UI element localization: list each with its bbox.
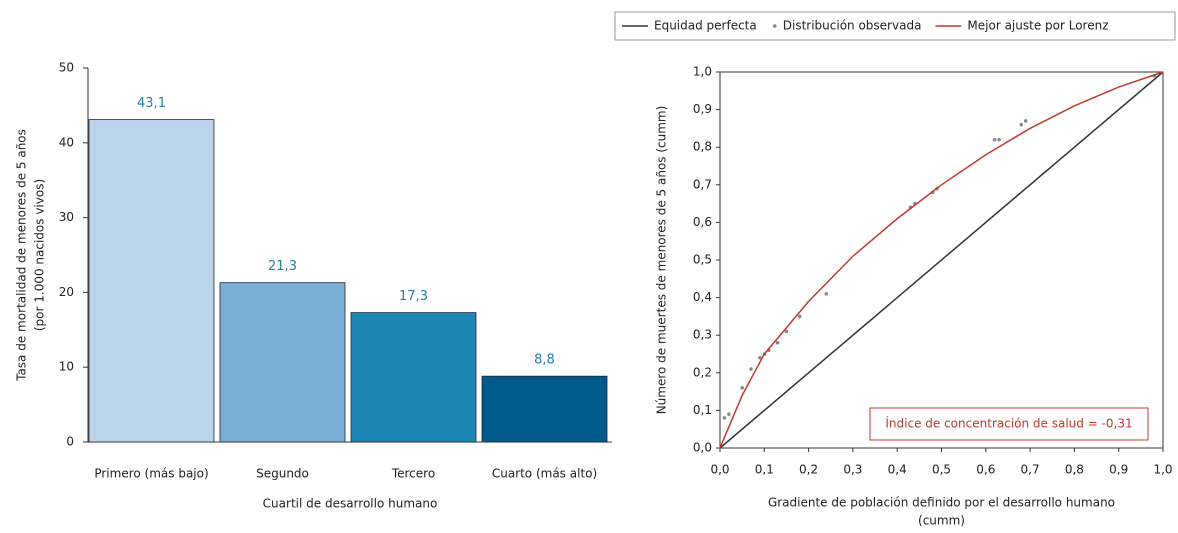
- x-tick-label: 0,3: [843, 463, 862, 477]
- bar: [350, 312, 477, 443]
- y-tick-label: 0,1: [693, 403, 712, 417]
- value-label: 43,1: [137, 96, 166, 111]
- y-tick-label: 0,3: [693, 328, 712, 342]
- y-tick-label: 0,8: [693, 140, 712, 154]
- x-tick-label: 0,9: [1109, 463, 1128, 477]
- data-point: [1023, 119, 1028, 123]
- x-tick-label: 1,0: [1153, 463, 1172, 477]
- legend-label: Equidad perfecta: [654, 19, 757, 33]
- x-tick-label: 0,0: [710, 463, 729, 477]
- legend: Equidad perfecta Distribución observada Me…: [614, 11, 1176, 41]
- y-tick-label: 0,2: [693, 365, 712, 379]
- data-point: [824, 292, 829, 296]
- data-point: [775, 340, 780, 345]
- annotation: Índice de concentración de salud = -0,31: [885, 416, 1132, 431]
- data-point: [997, 137, 1001, 142]
- x-tick-label: 0,2: [799, 463, 818, 477]
- data-point: [992, 137, 997, 142]
- x-tick-label: 0,5: [932, 463, 951, 477]
- y-tick-label: 20: [59, 285, 74, 299]
- y-tick-label: 1,0: [693, 65, 712, 79]
- bar: [88, 119, 215, 443]
- data-point: [727, 412, 731, 416]
- x-tick-label: Cuarto (más alto): [492, 467, 597, 481]
- value-label: 21,3: [268, 259, 297, 274]
- x-tick-label: 0,4: [888, 463, 907, 477]
- y-tick-label: 40: [59, 135, 74, 149]
- series-line: [719, 71, 1164, 449]
- y-tick-label: 50: [59, 61, 74, 75]
- y-tick-label: 0,9: [693, 102, 712, 116]
- y-axis-title: Número de muertes de menores de 5 años (…: [655, 106, 669, 415]
- annotation-box: [869, 407, 1149, 441]
- x-tick-label: 0,8: [1065, 463, 1084, 477]
- x-tick-label: Segundo: [256, 467, 309, 481]
- x-axis-title: Gradiente de población definido por el d…: [768, 496, 1115, 510]
- x-axis-title: (cumm): [918, 514, 965, 528]
- data-point: [797, 314, 802, 319]
- data-point: [758, 355, 762, 360]
- x-tick-label: Primero (más bajo): [94, 467, 208, 481]
- data-point: [722, 416, 727, 420]
- value-label: 8,8: [534, 353, 555, 368]
- y-tick-label: 0: [66, 435, 74, 449]
- bar: [219, 282, 346, 443]
- y-tick-label: 30: [59, 210, 74, 224]
- y-tick-label: 0,6: [693, 215, 712, 229]
- y-axis-title: (por 1.000 nacidos vivos): [33, 179, 47, 331]
- x-tick-label: 0,7: [1021, 463, 1040, 477]
- legend-marker: [772, 24, 777, 28]
- y-tick-label: 0,5: [693, 253, 712, 267]
- value-label: 17,3: [399, 289, 428, 304]
- x-tick-label: 0,1: [755, 463, 774, 477]
- x-tick-label: 0,6: [976, 463, 995, 477]
- data-point: [784, 329, 789, 334]
- legend-label: Mejor ajuste por Lorenz: [967, 19, 1108, 33]
- y-tick-label: 10: [59, 360, 74, 374]
- series-line: [719, 71, 1164, 449]
- data-point: [740, 386, 744, 390]
- y-axis-title: Tasa de mortalidad de menores de 5 años: [15, 129, 29, 382]
- bar: [481, 375, 608, 443]
- y-tick-label: 0,0: [693, 441, 712, 455]
- y-tick-label: 0,4: [693, 290, 712, 304]
- data-point: [1019, 122, 1024, 127]
- y-tick-label: 0,7: [693, 177, 712, 191]
- x-axis-title: Cuartil de desarrollo humano: [263, 497, 438, 511]
- legend-label: Distribución observada: [783, 19, 922, 33]
- legend-box: [614, 11, 1176, 41]
- data-point: [749, 367, 753, 371]
- x-tick-label: Tercero: [391, 467, 435, 481]
